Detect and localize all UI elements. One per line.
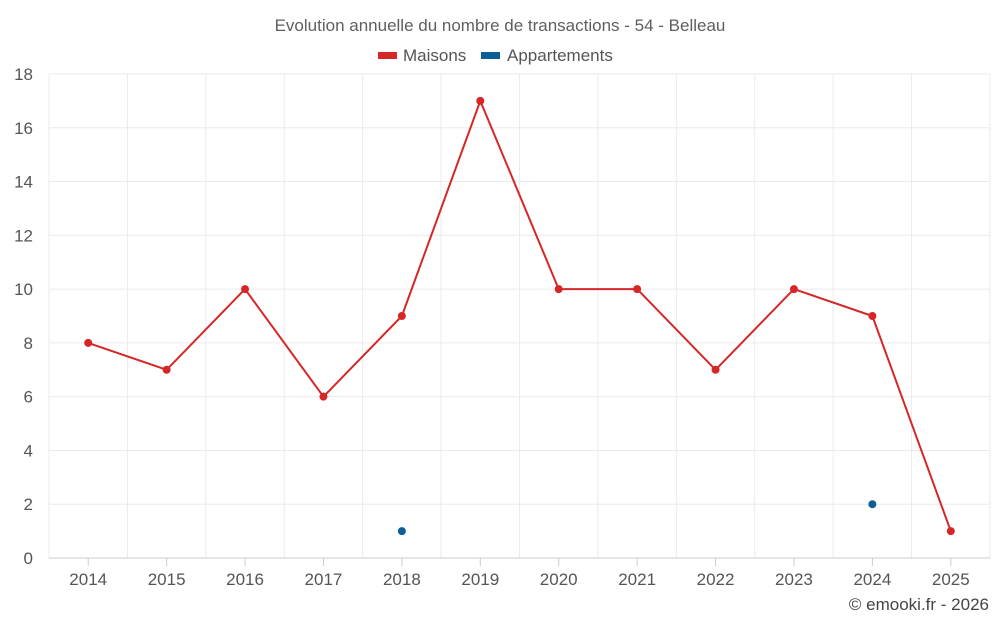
data-point-appartements-2018[interactable] [397,527,406,536]
y-tick-label: 14 [14,173,33,192]
plot-area [84,96,955,536]
data-point-maisons-2018[interactable] [397,312,406,320]
x-tick-label: 2022 [697,570,735,589]
data-point-appartements-2024[interactable] [868,500,877,509]
x-axis: 2014 2015 2016 2017 2018 2019 2020 2021 2022 2023… [49,557,990,589]
series-appartements [397,500,877,536]
series-maisons [84,96,955,536]
data-point-maisons-2014[interactable] [84,338,93,347]
legend-label-appartements: Appartements [507,46,613,65]
data-point-maisons-2025[interactable] [946,527,955,536]
x-tick-label: 2023 [775,570,813,589]
data-point-maisons-2021[interactable] [633,285,642,294]
y-tick-label: 4 [24,441,33,460]
y-tick-label: 16 [14,119,33,138]
legend-item-appartements[interactable]: Appartements [481,46,613,65]
x-tick-label: 2018 [383,570,421,589]
x-tick-label: 2015 [148,570,186,589]
x-tick-label: 2016 [226,570,264,589]
chart-legend: Maisons Appartements [378,46,613,65]
legend-swatch-appartements [481,52,500,59]
data-point-maisons-2017[interactable] [319,392,328,401]
data-point-maisons-2020[interactable] [554,285,563,294]
legend-item-maisons[interactable]: Maisons [378,46,466,65]
y-tick-label: 6 [24,388,33,407]
y-tick-label: 10 [14,280,33,299]
x-tick-label: 2025 [932,570,970,589]
data-point-maisons-2024[interactable] [868,312,877,320]
chart-title: Evolution annuelle du nombre de transact… [275,16,726,35]
series-line-maisons [87,99,952,532]
x-tick-label: 2020 [540,570,578,589]
data-point-maisons-2019[interactable] [476,96,485,105]
y-axis: 0 2 4 6 8 10 12 14 16 18 [14,65,33,568]
data-point-maisons-2016[interactable] [241,285,250,294]
data-point-maisons-2022[interactable] [711,365,720,374]
legend-swatch-maisons [378,52,397,59]
chart-grid [48,73,991,558]
x-tick-label: 2024 [853,570,891,589]
credit-text: © emooki.fr - 2026 [849,595,989,614]
legend-label-maisons: Maisons [403,46,466,65]
x-tick-label: 2017 [305,570,343,589]
y-tick-label: 18 [14,65,33,84]
y-tick-label: 12 [14,226,33,245]
y-tick-label: 8 [24,334,33,353]
x-tick-label: 2014 [69,570,107,589]
x-tick-label: 2019 [461,570,499,589]
x-tick-label: 2021 [618,570,656,589]
data-point-maisons-2023[interactable] [789,285,798,294]
y-tick-label: 0 [24,549,33,568]
y-tick-label: 2 [24,495,33,514]
data-point-maisons-2015[interactable] [162,365,171,374]
